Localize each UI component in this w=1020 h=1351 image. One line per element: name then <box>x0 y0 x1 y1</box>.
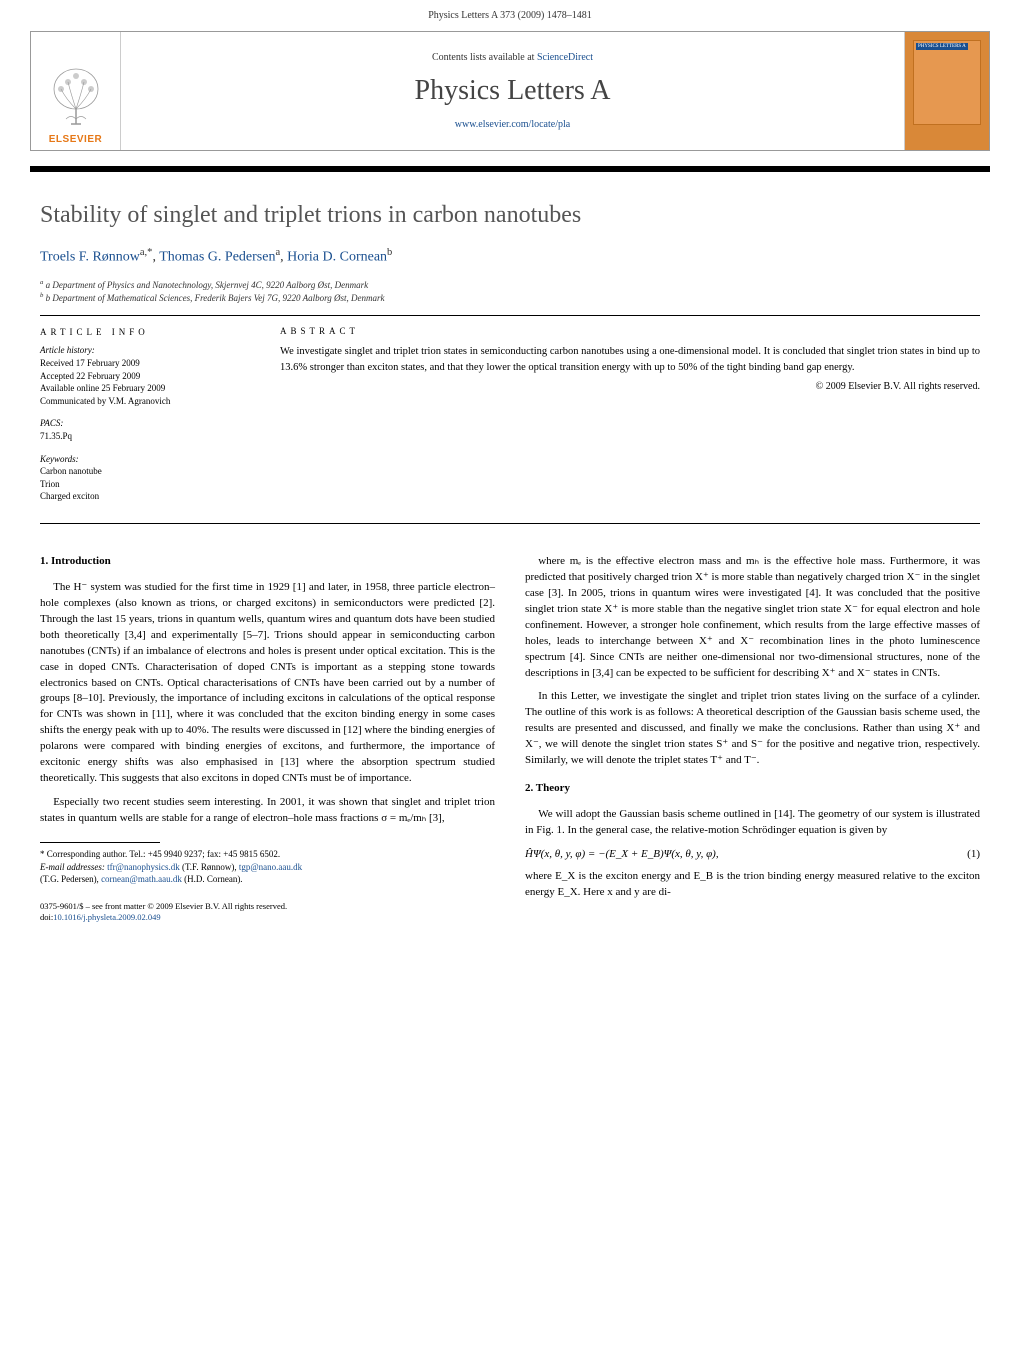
body-columns: 1. Introduction The H⁻ system was studie… <box>40 554 980 923</box>
issn-copyright: 0375-9601/$ – see front matter © 2009 El… <box>40 901 495 923</box>
section-2-heading: 2. Theory <box>525 781 980 797</box>
author-2-link[interactable]: Thomas G. Pedersen <box>159 250 275 265</box>
abstract-copyright: © 2009 Elsevier B.V. All rights reserved… <box>280 381 980 392</box>
journal-banner: ELSEVIER Contents lists available at Sci… <box>30 31 990 151</box>
affiliations: a a Department of Physics and Nanotechno… <box>40 278 980 305</box>
article-title: Stability of singlet and triplet trions … <box>40 202 980 229</box>
elsevier-wordmark: ELSEVIER <box>49 134 102 145</box>
email-3-link[interactable]: cornean@math.aau.dk <box>101 874 182 884</box>
keywords-label: Keywords: <box>40 453 250 466</box>
col2-paragraph-2: In this Letter, we investigate the singl… <box>525 689 980 769</box>
cover-label: PHYSICS LETTERS A <box>916 43 968 50</box>
email-1-name: (T.F. Rønnow), <box>182 862 237 872</box>
equation-1-body: ĤΨ(x, θ, y, φ) = −(E_X + E_B)Ψ(x, θ, y, … <box>525 847 719 863</box>
journal-title: Physics Letters A <box>415 75 611 107</box>
elsevier-tree-icon <box>46 64 106 134</box>
equation-1-number: (1) <box>967 847 980 863</box>
equation-1: ĤΨ(x, θ, y, φ) = −(E_X + E_B)Ψ(x, θ, y, … <box>525 847 980 863</box>
intro-paragraph-1: The H⁻ system was studied for the first … <box>40 580 495 787</box>
divider <box>40 523 980 524</box>
banner-center: Contents lists available at ScienceDirec… <box>121 32 904 150</box>
keyword-2: Trion <box>40 478 250 491</box>
article-content: Stability of singlet and triplet trions … <box>0 172 1020 953</box>
article-history: Article history: Received 17 February 20… <box>40 344 250 407</box>
abstract-heading: ABSTRACT <box>280 326 980 336</box>
info-abstract-row: ARTICLE INFO Article history: Received 1… <box>40 326 980 513</box>
author-list: Troels F. Rønnowa,*, Thomas G. Pedersena… <box>40 247 980 266</box>
author-2-affil: a <box>275 247 280 258</box>
email-2-link[interactable]: tgp@nano.aau.dk <box>239 862 302 872</box>
footnotes: * Corresponding author. Tel.: +45 9940 9… <box>40 848 495 886</box>
divider <box>40 315 980 316</box>
issn-line: 0375-9601/$ – see front matter © 2009 El… <box>40 901 495 912</box>
keywords-block: Keywords: Carbon nanotube Trion Charged … <box>40 453 250 503</box>
doi-line: doi:10.1016/j.physleta.2009.02.049 <box>40 912 495 923</box>
journal-cover-thumbnail: PHYSICS LETTERS A <box>904 32 989 150</box>
col2-paragraph-1: where mₑ is the effective electron mass … <box>525 554 980 682</box>
theory-paragraph-2: where E_X is the exciton energy and E_B … <box>525 869 980 901</box>
online-date: Available online 25 February 2009 <box>40 382 250 395</box>
article-info-heading: ARTICLE INFO <box>40 326 250 339</box>
email-label: E-mail addresses: <box>40 862 105 872</box>
contents-available-line: Contents lists available at ScienceDirec… <box>432 52 593 63</box>
corresponding-author-note: * Corresponding author. Tel.: +45 9940 9… <box>40 848 495 861</box>
author-3-link[interactable]: Horia D. Cornean <box>287 250 387 265</box>
author-1-affil: a,* <box>140 247 153 258</box>
email-addresses: E-mail addresses: tfr@nanophysics.dk (T.… <box>40 861 495 886</box>
affil-a-text: a Department of Physics and Nanotechnolo… <box>46 280 368 290</box>
sciencedirect-link[interactable]: ScienceDirect <box>537 52 593 63</box>
right-column: where mₑ is the effective electron mass … <box>525 554 980 923</box>
article-info: ARTICLE INFO Article history: Received 1… <box>40 326 250 513</box>
affiliation-a: a a Department of Physics and Nanotechno… <box>40 278 980 292</box>
pacs-block: PACS: 71.35.Pq <box>40 417 250 442</box>
email-3-name: (H.D. Cornean). <box>184 874 242 884</box>
pacs-code: 71.35.Pq <box>40 430 250 443</box>
footnote-separator <box>40 842 160 843</box>
email-2-name: (T.G. Pedersen), <box>40 874 99 884</box>
contents-prefix: Contents lists available at <box>432 52 537 63</box>
communicated-by: Communicated by V.M. Agranovich <box>40 395 250 408</box>
journal-url-link[interactable]: www.elsevier.com/locate/pla <box>455 119 570 130</box>
doi-label: doi: <box>40 912 53 922</box>
author-3-affil: b <box>387 247 392 258</box>
affiliation-b: b b Department of Mathematical Sciences,… <box>40 291 980 305</box>
email-1-link[interactable]: tfr@nanophysics.dk <box>107 862 180 872</box>
keyword-1: Carbon nanotube <box>40 465 250 478</box>
section-1-heading: 1. Introduction <box>40 554 495 570</box>
history-label: Article history: <box>40 344 250 357</box>
intro-paragraph-2: Especially two recent studies seem inter… <box>40 795 495 827</box>
abstract-text: We investigate singlet and triplet trion… <box>280 344 980 376</box>
abstract-column: ABSTRACT We investigate singlet and trip… <box>280 326 980 513</box>
keyword-3: Charged exciton <box>40 490 250 503</box>
author-1-link[interactable]: Troels F. Rønnow <box>40 250 140 265</box>
received-date: Received 17 February 2009 <box>40 357 250 370</box>
running-header: Physics Letters A 373 (2009) 1478–1481 <box>0 0 1020 26</box>
affil-b-text: b Department of Mathematical Sciences, F… <box>46 293 385 303</box>
journal-homepage: www.elsevier.com/locate/pla <box>455 119 570 130</box>
accepted-date: Accepted 22 February 2009 <box>40 370 250 383</box>
left-column: 1. Introduction The H⁻ system was studie… <box>40 554 495 923</box>
doi-link[interactable]: 10.1016/j.physleta.2009.02.049 <box>53 912 160 922</box>
pacs-label: PACS: <box>40 417 250 430</box>
elsevier-logo: ELSEVIER <box>31 32 121 150</box>
theory-paragraph-1: We will adopt the Gaussian basis scheme … <box>525 807 980 839</box>
